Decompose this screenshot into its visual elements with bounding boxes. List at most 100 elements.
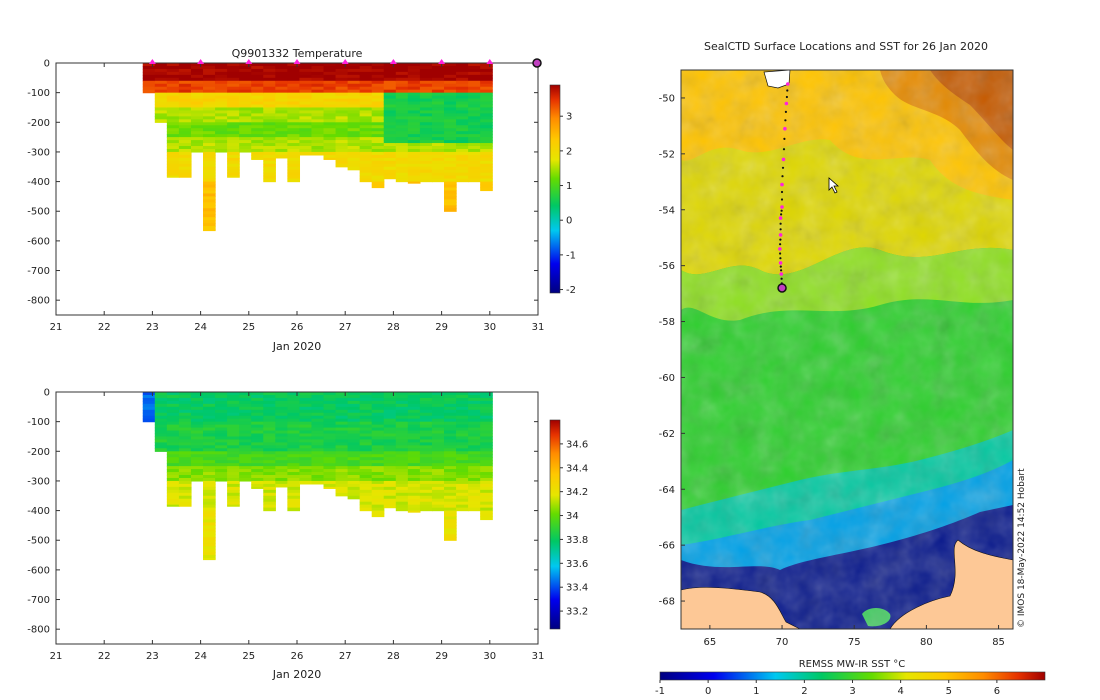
profile-cell bbox=[395, 415, 409, 420]
profile-cell bbox=[166, 403, 180, 408]
profile-cell bbox=[275, 98, 288, 103]
profile-cell bbox=[395, 454, 409, 458]
profile-cell bbox=[359, 409, 373, 414]
profile-cell bbox=[215, 439, 228, 443]
colorbar-tick-label: 33.2 bbox=[566, 607, 588, 618]
profile-cell bbox=[239, 110, 252, 114]
profile-cell bbox=[190, 448, 204, 452]
profile-cell bbox=[407, 119, 421, 123]
profile-cell bbox=[263, 451, 276, 455]
profile-cell bbox=[347, 457, 361, 461]
profile-cell bbox=[456, 397, 469, 402]
profile-cell bbox=[444, 196, 457, 200]
profile-cell bbox=[275, 433, 288, 438]
profile-cell bbox=[419, 154, 433, 159]
profile-cell bbox=[444, 412, 457, 417]
y-tick-label: -400 bbox=[27, 177, 50, 188]
profile-cell bbox=[371, 113, 385, 117]
profile-cell bbox=[431, 475, 445, 479]
profile-cell bbox=[299, 480, 313, 485]
profile-cell bbox=[178, 483, 192, 488]
profile-cell bbox=[480, 510, 493, 515]
profile-cell bbox=[419, 163, 433, 168]
profile-cell bbox=[251, 146, 264, 150]
profile-cell bbox=[190, 466, 204, 470]
profile-cell bbox=[335, 122, 349, 126]
profile-cell bbox=[468, 131, 481, 135]
profile-cell bbox=[371, 104, 385, 109]
profile-cell bbox=[287, 475, 301, 479]
profile-cell bbox=[227, 486, 240, 491]
profile-cell bbox=[275, 442, 288, 446]
profile-cell bbox=[456, 442, 469, 446]
profile-cell bbox=[323, 125, 337, 129]
profile-cell bbox=[203, 445, 216, 449]
profile-cell bbox=[323, 430, 337, 435]
profile-cell bbox=[215, 63, 228, 67]
profile-cell bbox=[275, 480, 288, 485]
profile-cell bbox=[419, 504, 433, 509]
profile-cell bbox=[371, 89, 385, 94]
profile-cell bbox=[371, 160, 385, 165]
profile-cell bbox=[323, 454, 337, 458]
profile-cell bbox=[395, 65, 409, 70]
profile-cell bbox=[407, 427, 421, 432]
profile-cell bbox=[456, 151, 469, 156]
profile-cell bbox=[347, 403, 361, 408]
profile-cell bbox=[166, 439, 180, 443]
profile-cell bbox=[431, 110, 445, 114]
profile-cell bbox=[323, 104, 337, 109]
profile-cell bbox=[203, 540, 216, 544]
profile-cell bbox=[203, 492, 216, 497]
profile-cell bbox=[178, 412, 192, 417]
profile-cell bbox=[251, 415, 264, 420]
profile-cell bbox=[311, 125, 325, 129]
profile-cell bbox=[203, 430, 216, 435]
profile-cell bbox=[480, 128, 493, 132]
profile-cell bbox=[203, 193, 216, 198]
profile-cell bbox=[287, 409, 301, 414]
profile-cell bbox=[480, 439, 493, 443]
profile-cell bbox=[335, 80, 349, 85]
profile-cell bbox=[371, 178, 385, 183]
salinity-ticks: 21 22 23 24 25 26 27 28 29 30 310-100-200-300-400-… bbox=[27, 388, 544, 663]
x-tick-label: 21 bbox=[50, 322, 63, 333]
profile-cell bbox=[407, 65, 421, 70]
profile-cell bbox=[444, 451, 457, 455]
profile-cell bbox=[395, 436, 409, 441]
profile-cell bbox=[419, 137, 433, 141]
profile-cell bbox=[251, 80, 264, 85]
profile-cell bbox=[263, 154, 276, 159]
profile-cell bbox=[395, 480, 409, 485]
profile-cell bbox=[275, 469, 288, 473]
profile-cell bbox=[383, 137, 397, 141]
profile-cell bbox=[287, 460, 301, 464]
profile-cell bbox=[154, 110, 168, 114]
last-profile-marker bbox=[532, 58, 542, 68]
track-dot bbox=[779, 252, 782, 255]
profile-cell bbox=[227, 74, 240, 79]
profile-cell bbox=[203, 110, 216, 114]
profile-cell bbox=[395, 74, 409, 79]
profile-cell bbox=[480, 140, 493, 144]
profile-cell bbox=[456, 74, 469, 79]
profile-cell bbox=[359, 397, 373, 402]
profile-cell bbox=[323, 483, 337, 488]
profile-cell bbox=[142, 89, 156, 94]
profile-cell bbox=[456, 457, 469, 461]
profile-cell bbox=[395, 430, 409, 435]
profile-cell bbox=[359, 134, 373, 138]
profile-cell bbox=[227, 92, 240, 97]
profile-cell bbox=[468, 163, 481, 168]
profile-cell bbox=[251, 424, 264, 429]
profile-cell bbox=[480, 460, 493, 464]
profile-cell bbox=[359, 107, 373, 112]
profile-cell bbox=[287, 436, 301, 441]
profile-cell bbox=[383, 501, 397, 506]
profile-cell bbox=[383, 148, 397, 153]
profile-cell bbox=[178, 146, 192, 150]
profile-cell bbox=[371, 504, 385, 509]
profile-cell bbox=[227, 146, 240, 150]
profile-cell bbox=[407, 166, 421, 171]
profile-cell bbox=[395, 63, 409, 67]
